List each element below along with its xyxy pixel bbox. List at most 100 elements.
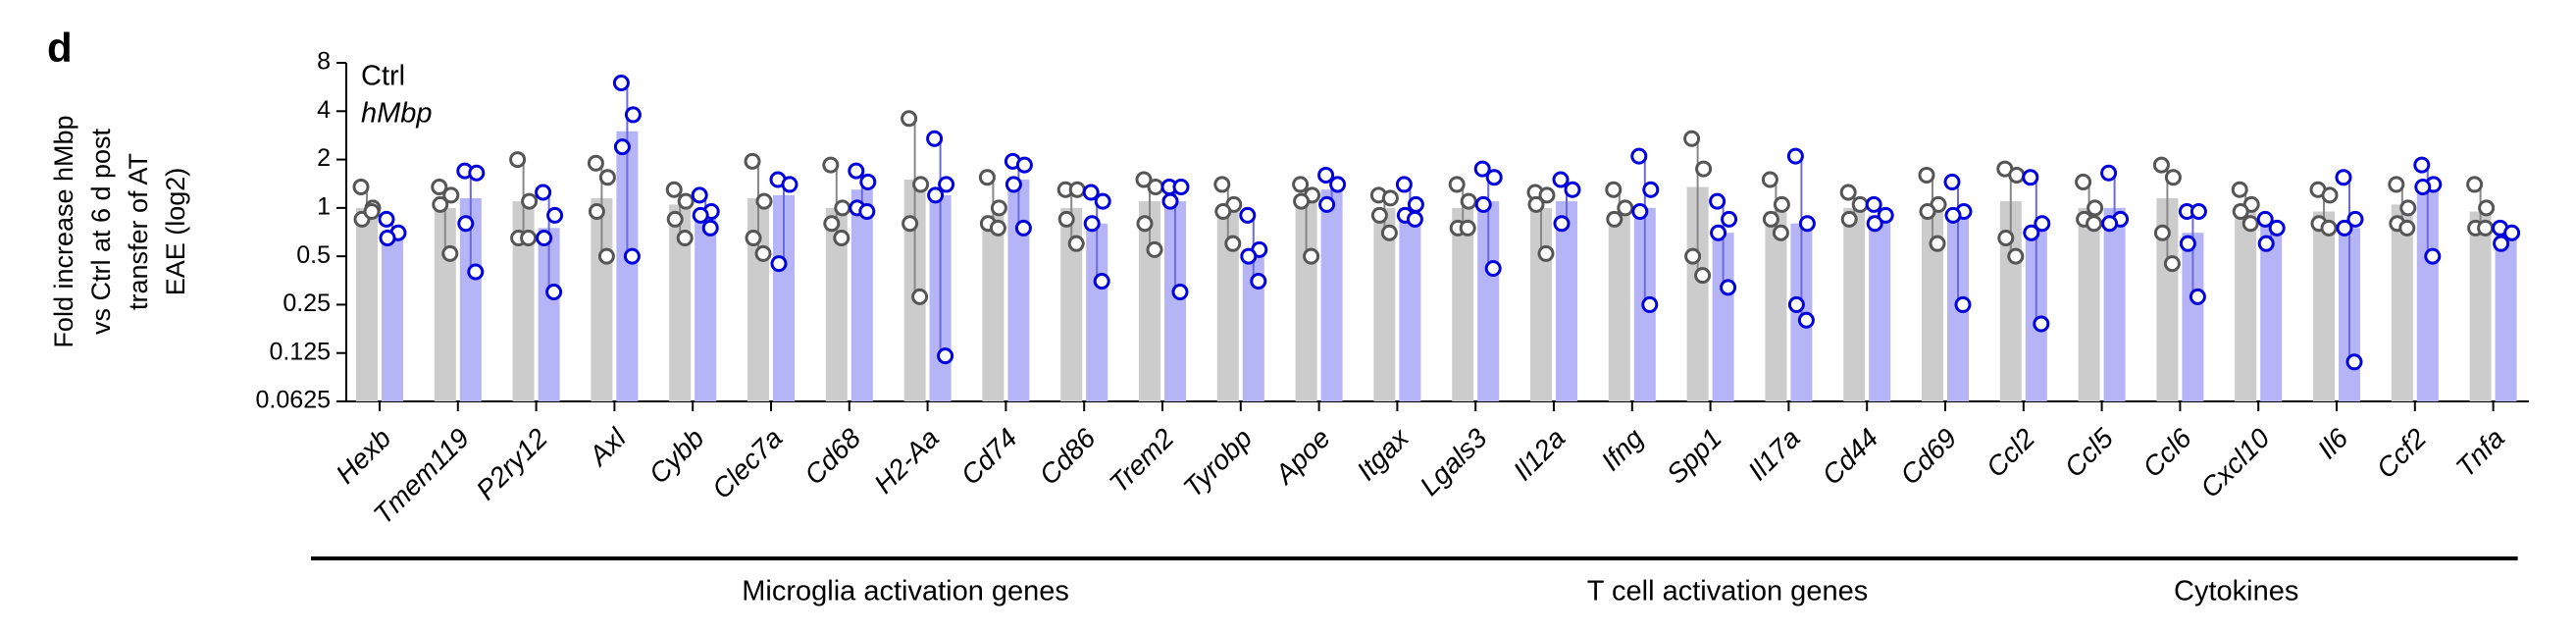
y-tick-label: 0.0625: [256, 387, 331, 414]
bar: [1164, 201, 1186, 401]
bar: [982, 215, 1005, 401]
y-tick-label: 0.25: [283, 290, 331, 317]
data-point: [1641, 295, 1659, 313]
data-point: [1057, 210, 1075, 228]
data-point: [521, 192, 539, 210]
x-tick-label: Tnfa: [2450, 423, 2511, 484]
data-point: [1695, 160, 1713, 178]
data-point: [2335, 169, 2352, 186]
bar: [669, 204, 692, 401]
data-point: [901, 110, 918, 128]
x-tick-label: Cd69: [1894, 423, 1962, 491]
data-point: [509, 151, 527, 169]
data-point: [2346, 210, 2364, 228]
x-tick-label: Lgals3: [1414, 422, 1493, 502]
legend-entry: Ctrl: [361, 61, 405, 92]
x-tick-label: Ccl2: [1981, 422, 2041, 483]
x-tick-label: Ccl5: [2059, 422, 2120, 483]
data-point: [912, 176, 930, 193]
data-point: [1224, 235, 1242, 252]
data-point: [2413, 156, 2431, 174]
data-point: [1772, 224, 1789, 241]
bar: [2469, 211, 2492, 401]
data-point: [754, 244, 772, 262]
data-point: [1448, 176, 1466, 193]
x-tick-label: Cxcl10: [2194, 422, 2276, 503]
data-point: [536, 229, 553, 246]
data-point: [926, 130, 944, 147]
data-point: [1851, 195, 1869, 213]
bar: [1869, 215, 1891, 401]
x-tick-label: Hexb: [330, 423, 396, 490]
data-point: [467, 263, 485, 281]
bar: [2078, 207, 2100, 401]
data-point: [666, 210, 684, 228]
x-tick-label: Il17a: [1742, 423, 1806, 487]
data-point: [2033, 315, 2050, 333]
data-point: [701, 219, 719, 237]
data-point: [1474, 195, 1492, 213]
data-point: [432, 195, 449, 213]
data-point: [1083, 215, 1101, 233]
data-point: [1005, 176, 1022, 193]
data-point: [1617, 199, 1634, 217]
bar: [1086, 223, 1108, 401]
data-point: [1171, 283, 1189, 300]
x-tick-label: Spp1: [1661, 423, 1727, 490]
y-tick-label: 4: [317, 96, 331, 124]
data-point: [1538, 186, 1556, 204]
data-point: [1172, 179, 1190, 196]
x-tick-label: Ccf2: [2371, 422, 2433, 484]
x-tick-label: P2ry12: [470, 422, 553, 505]
data-point: [1761, 171, 1778, 188]
data-point: [1721, 210, 1738, 228]
y-tick-label: 8: [317, 48, 331, 76]
y-axis-label: transfer of AT: [124, 153, 153, 310]
data-point: [676, 229, 694, 246]
data-point: [520, 229, 538, 246]
data-point: [1370, 206, 1388, 224]
data-point: [535, 184, 552, 201]
data-point: [2477, 219, 2495, 237]
data-point: [859, 173, 877, 190]
data-point: [1954, 295, 1972, 313]
data-point: [2424, 247, 2442, 265]
group-label: Microglia activation genes: [742, 576, 1069, 608]
data-point: [363, 203, 381, 221]
data-point: [1292, 176, 1310, 193]
data-point: [1318, 195, 1336, 213]
panel-label: d: [47, 25, 73, 71]
bar: [1399, 207, 1421, 401]
data-point: [2321, 186, 2339, 204]
data-point: [1929, 235, 1946, 252]
data-point: [1642, 181, 1660, 198]
bar: [2416, 189, 2439, 401]
bar: [1922, 207, 1943, 401]
data-point: [1473, 160, 1491, 178]
data-point: [1552, 171, 1570, 188]
data-point: [2345, 353, 2363, 371]
data-point: [2336, 219, 2353, 237]
data-point: [1407, 195, 1424, 213]
legend-entry: hMbp: [361, 98, 433, 130]
data-point: [2256, 210, 2274, 228]
data-point: [692, 206, 709, 224]
data-point: [2007, 247, 2025, 265]
data-point: [2241, 215, 2259, 233]
data-point: [2086, 215, 2103, 233]
bar: [356, 207, 378, 401]
data-point: [2466, 176, 2484, 193]
data-point: [1694, 267, 1712, 285]
bar: [2313, 211, 2335, 401]
data-point: [1068, 181, 1086, 198]
x-tick-label: Cd68: [799, 422, 867, 491]
data-point: [2100, 164, 2118, 182]
data-point: [1683, 130, 1701, 147]
data-point: [1093, 273, 1110, 291]
data-point: [1919, 203, 1936, 221]
bar: [2260, 223, 2283, 401]
bar: [512, 201, 535, 401]
x-tick-label: Tyrobp: [1177, 423, 1258, 503]
bar: [1686, 186, 1709, 401]
data-point: [1146, 240, 1163, 258]
